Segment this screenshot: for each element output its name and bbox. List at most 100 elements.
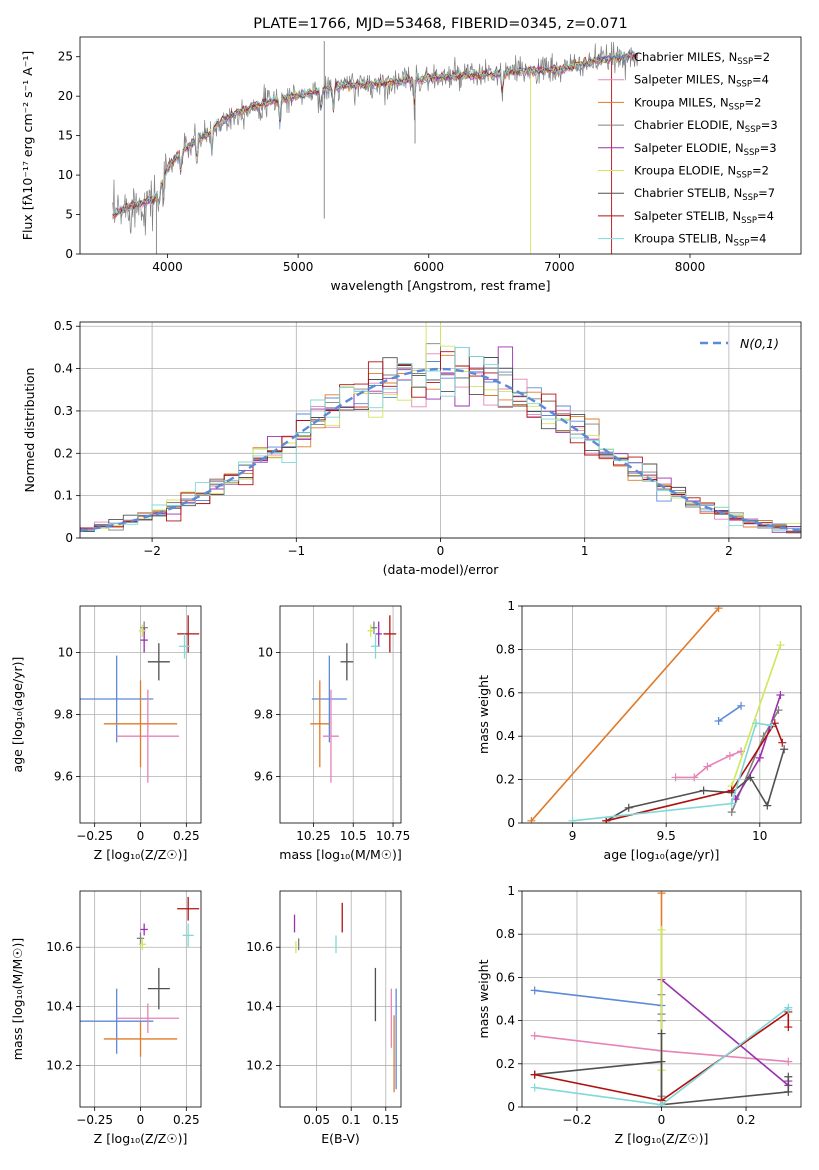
mass-weight-line: [606, 721, 784, 822]
mass-weight-line: [605, 748, 785, 822]
mass-weight-line: [572, 722, 772, 822]
spectrum-legend-label: Salpeter STELIB, NSSP=4: [634, 209, 774, 226]
errorbar-point: [182, 923, 194, 948]
residuals-axes: [80, 322, 801, 539]
residuals-xtick-label: 1: [581, 544, 589, 558]
weight_vs_age-ytick-label: 0.6: [496, 686, 515, 700]
residuals-ylabel: Normed distribution: [22, 368, 37, 493]
age_vs_mass-xtick-label: 10.75: [376, 829, 410, 843]
mass-weight-marker: [727, 799, 736, 808]
legend-suffix: =4: [749, 232, 766, 246]
mass-weight-marker: [746, 773, 755, 782]
spectrum-xtick-label: 7000: [544, 260, 575, 274]
mass-weight-marker: [727, 808, 736, 817]
mass-weight-line: [530, 607, 720, 822]
mass-weight-marker: [602, 816, 611, 823]
residuals-legend-label: N(0,1): [740, 336, 779, 351]
errorbar-point: [370, 621, 378, 634]
weight_vs_age-ytick-label: 0.4: [496, 729, 515, 743]
legend-suffix: =2: [744, 95, 761, 109]
residuals-ytick-label: 0: [65, 531, 73, 545]
weight_vs_Z-xtick-label: 0: [658, 1113, 666, 1127]
spectrum-frame: [79, 36, 802, 255]
spectrum-ylabel: Flux [fλ10⁻¹⁷ erg cm⁻² s⁻¹ A⁻¹]: [20, 51, 35, 240]
legend-text: Kroupa STELIB, N: [634, 232, 734, 246]
mass_vs_ebv-ytick-label: 10.6: [246, 940, 273, 954]
residuals-xlabel: (data-model)/error: [383, 562, 500, 577]
residuals-ytick-label: 0.2: [54, 446, 73, 460]
errorbar-point: [370, 633, 381, 659]
spectrum-legend-label: Chabrier MILES, NSSP=2: [634, 50, 770, 67]
age_vs_mass-ytick-label: 9.8: [254, 708, 273, 722]
mass-weight-marker: [784, 1023, 793, 1032]
residuals-xtick-label: −1: [287, 544, 305, 558]
spectrum-xtick-label: 6000: [413, 260, 444, 274]
mass-weight-marker: [568, 816, 577, 823]
errorbar-point: [177, 896, 200, 921]
legend-suffix: =2: [752, 164, 769, 178]
age_vs_Z-ytick-label: 9.6: [54, 770, 73, 784]
mass-weight-marker: [776, 641, 785, 650]
weight_vs_age-ytick-label: 0.2: [496, 773, 515, 787]
spectrum-legend-label: Kroupa STELIB, NSSP=4: [634, 232, 766, 249]
residuals-ytick-label: 0.5: [54, 319, 73, 333]
mass-weight-line: [660, 978, 790, 1088]
legend-text: Salpeter STELIB, N: [634, 209, 741, 223]
mass_vs_ebv-xlabel: E(B-V): [321, 1131, 360, 1146]
spectrum-xtick-label: 8000: [675, 260, 706, 274]
age_vs_Z-xtick-label: 0.25: [173, 829, 200, 843]
spectrum-xlabel: wavelength [Angstrom, rest frame]: [330, 278, 550, 293]
weight_vs_age-xtick-label: 9.5: [657, 829, 676, 843]
mass_vs_ebv-frame: [279, 890, 402, 1108]
weight_vs_age-xlabel: age [log₁₀(age/yr)]: [604, 847, 720, 862]
mass-weight-marker: [624, 803, 633, 812]
mass-weight-marker: [657, 925, 666, 934]
spectrum-model-line: [112, 50, 638, 215]
mass_vs_Z-ytick-label: 10.4: [46, 999, 73, 1013]
spectrum-ytick-label: 5: [65, 208, 73, 222]
mass-weight-marker: [530, 986, 539, 995]
legend-text: Salpeter MILES, N: [634, 73, 736, 87]
legend-suffix: =7: [758, 186, 775, 200]
weight_vs_Z-axes: [522, 890, 801, 1108]
residuals-ytick-label: 0.4: [54, 362, 73, 376]
mass-weight-line: [534, 989, 662, 1007]
residuals-plot-area: [80, 322, 801, 536]
mass-weight-marker: [690, 773, 699, 782]
weight_vs_Z-xlabel: Z [log₁₀(Z/Z☉)]: [615, 1131, 709, 1146]
spectrum-axes: [112, 40, 639, 254]
mass-weight-marker: [657, 1100, 666, 1107]
mass_vs_Z-axes: [80, 891, 201, 1107]
legend-sub: SSP: [737, 57, 753, 67]
weight_vs_age-frame: [521, 605, 802, 824]
mass-weight-marker: [778, 738, 787, 747]
spectrum-model-line: [112, 52, 638, 218]
mass_vs_Z-xtick-label: 0: [137, 1113, 145, 1127]
weight_vs_Z-ytick-label: 0.6: [496, 970, 515, 984]
mass-weight-marker: [767, 721, 776, 730]
mass-weight-marker: [727, 786, 736, 795]
legend-sub: SSP: [742, 193, 758, 203]
mass-weight-marker: [530, 1083, 539, 1092]
spectrum-legend-label: Chabrier STELIB, NSSP=7: [634, 186, 775, 203]
mass-weight-marker: [784, 1072, 793, 1081]
spectrum-legend-label: Chabrier ELODIE, NSSP=3: [634, 118, 778, 135]
spectrum-ytick-label: 25: [58, 50, 73, 64]
legend-sub: SSP: [734, 239, 750, 249]
weight_vs_Z-plot-area: [530, 891, 793, 1107]
mass_vs_ebv-xtick-label: 0.1: [342, 1113, 361, 1127]
legend-sub: SSP: [745, 125, 761, 135]
age_vs_mass-ytick-label: 10: [258, 646, 273, 660]
spectrum-ytick-label: 20: [58, 89, 73, 103]
age_vs_mass-xtick-label: 10.5: [340, 829, 367, 843]
age_vs_Z-axes: [80, 606, 201, 823]
spectrum-legend-label: Kroupa ELODIE, NSSP=2: [634, 164, 769, 181]
legend-suffix: =4: [752, 73, 769, 87]
weight_vs_age-ytick-label: 0.8: [496, 642, 515, 656]
weight_vs_age-xtick-label: 10: [752, 829, 767, 843]
residuals-ytick-label: 0.1: [54, 489, 73, 503]
mass-weight-marker: [763, 801, 772, 810]
mass_vs_Z-xlabel: Z [log₁₀(Z/Z☉)]: [94, 1131, 188, 1146]
spectrum-xtick-label: 5000: [283, 260, 314, 274]
spectrum-legend-label: Kroupa MILES, NSSP=2: [634, 95, 761, 112]
